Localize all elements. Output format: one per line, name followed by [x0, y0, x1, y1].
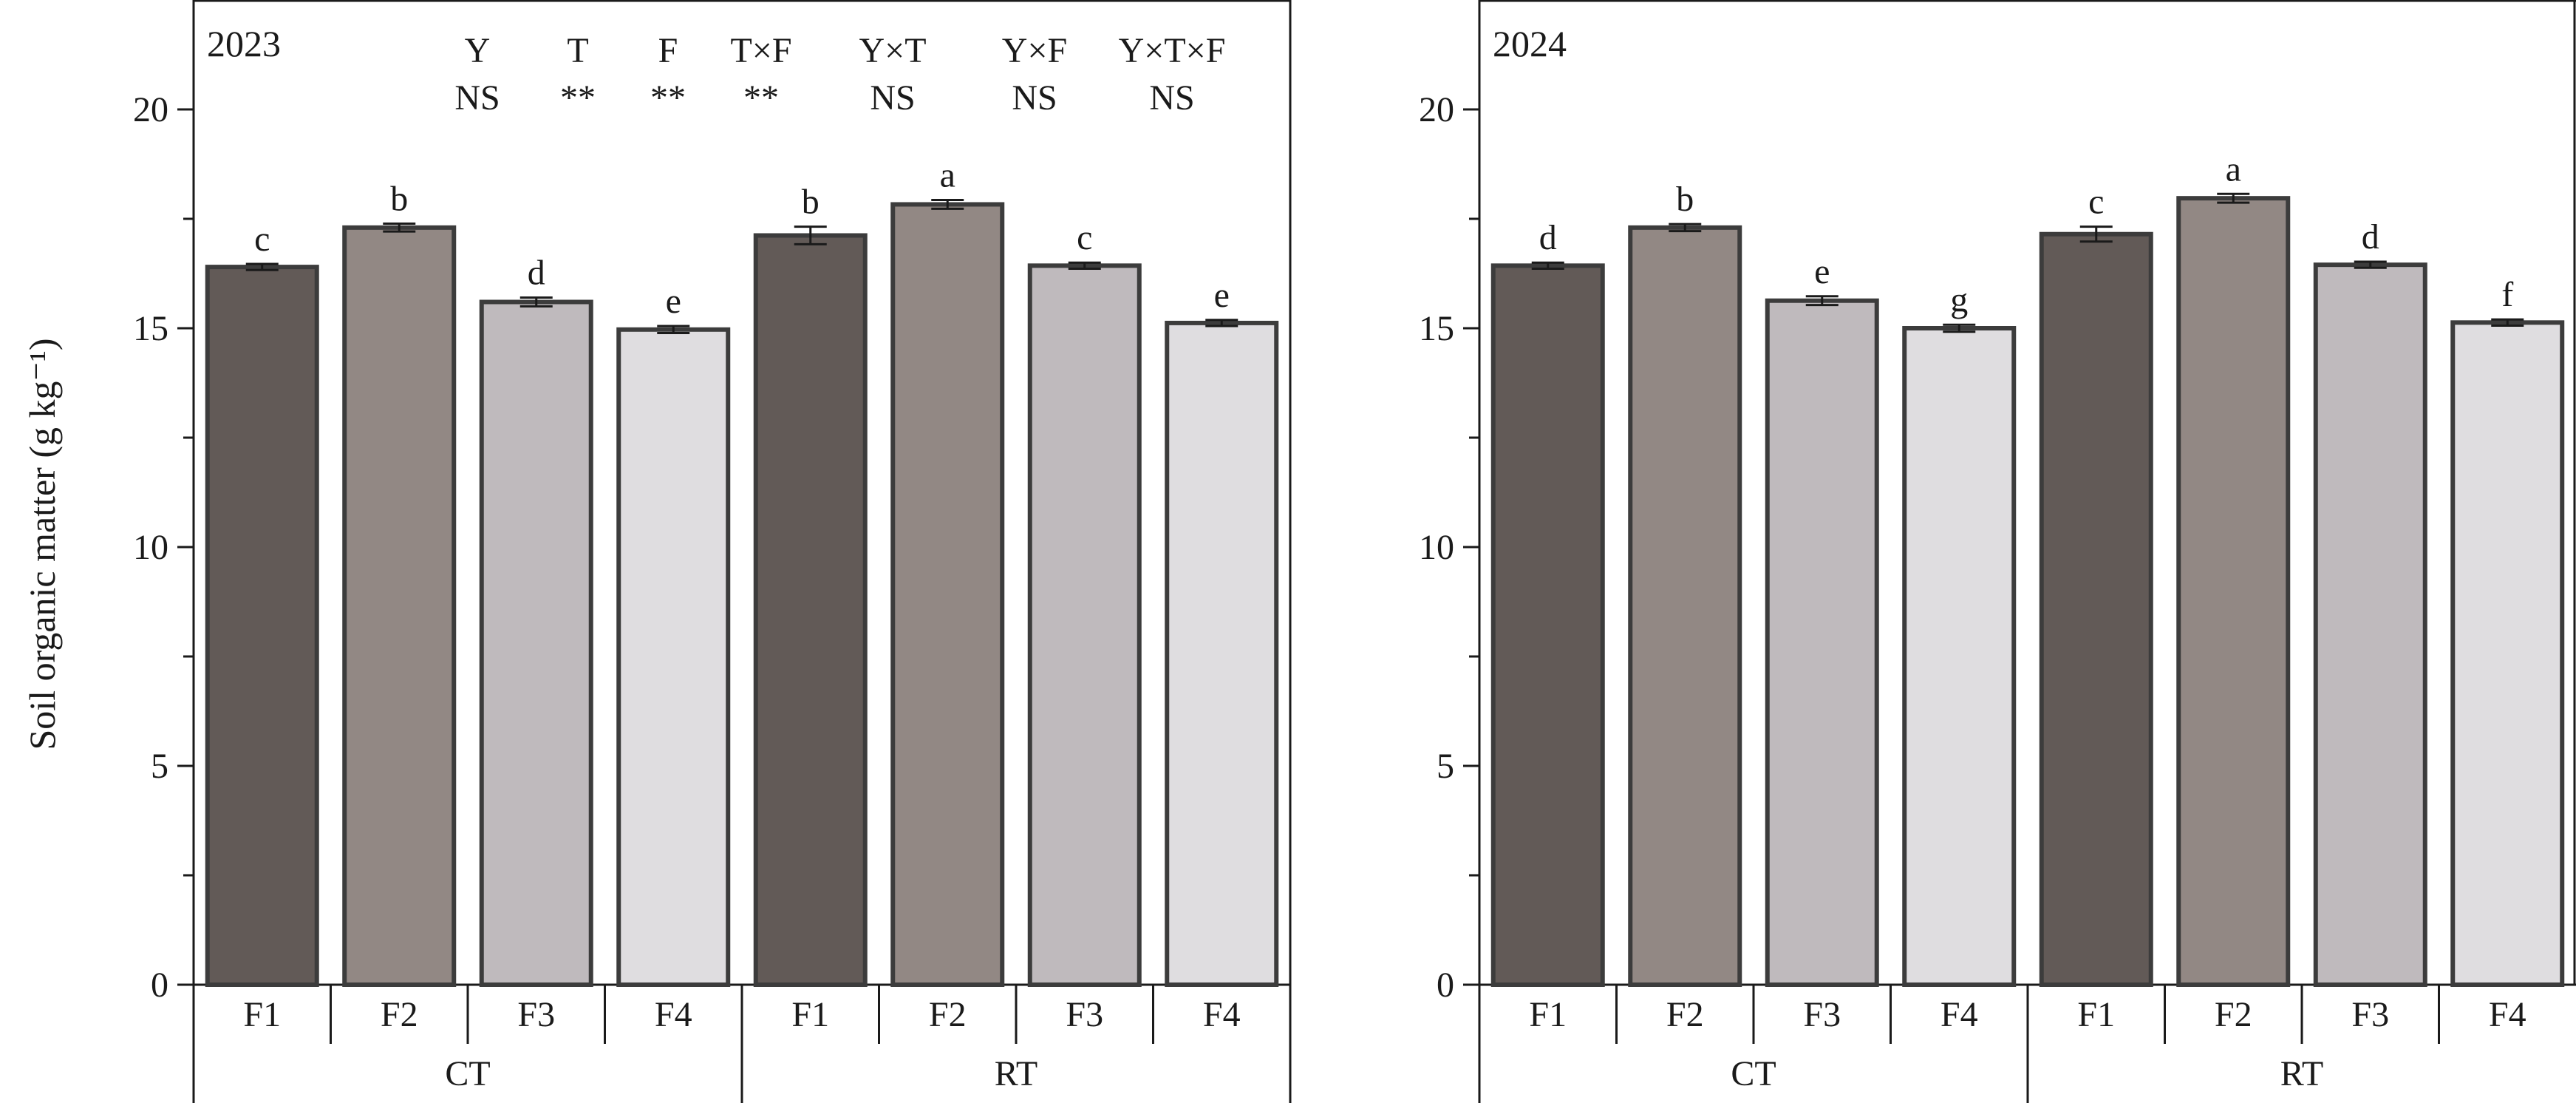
anova-factor-label: T: [567, 31, 588, 70]
x-category-label: F1: [791, 995, 829, 1034]
x-category-label: F2: [381, 995, 418, 1034]
anova-factor-label: F: [658, 31, 678, 70]
bar: [1165, 320, 1279, 987]
y-tick-label: 0: [151, 965, 168, 1005]
significance-letter: d: [528, 254, 545, 293]
bar: [2039, 231, 2153, 988]
panel-2023: 0 5 10 15 20 2023 c F1 b F2 d F3 e F4 b F1 a F2 c F3 e F4 CT RT…: [133, 0, 1292, 1103]
x-category-label: F1: [243, 995, 281, 1034]
y-tick-label: 15: [133, 309, 168, 348]
x-group-label: CT: [1731, 1054, 1776, 1093]
significance-letter: d: [2362, 217, 2379, 257]
bar: [2176, 196, 2291, 987]
y-axis-label: Soil organic matter (g kg⁻¹): [21, 338, 63, 750]
significance-letter: b: [802, 183, 820, 222]
significance-letter: a: [2226, 149, 2241, 189]
x-category-label: F3: [517, 995, 555, 1034]
x-group-label: RT: [2280, 1054, 2323, 1093]
bar: [753, 233, 868, 988]
significance-letter: e: [1214, 276, 1230, 315]
anova-significance-label: NS: [1012, 78, 1057, 118]
significance-letter: c: [254, 220, 270, 259]
x-category-label: F2: [929, 995, 967, 1034]
x-category-label: F4: [1203, 995, 1241, 1034]
bar: [479, 299, 593, 988]
x-category-label: F2: [1666, 995, 1704, 1034]
anova-factor-label: Y×T: [859, 31, 926, 70]
anova-factor-label: Y: [465, 31, 491, 70]
x-category-label: F3: [2351, 995, 2389, 1034]
bar: [1765, 298, 1879, 988]
panel-2024: 0 5 10 15 20 2024 d F1 b F2 e F3 g F4 c F1 a F2 d F3 f F4 CT RT: [1419, 0, 2576, 1103]
x-category-label: F4: [1940, 995, 1978, 1034]
significance-letter: a: [940, 156, 955, 195]
bar: [205, 265, 319, 987]
y-tick-label: 10: [133, 528, 168, 567]
anova-factor-label: Y×F: [1002, 31, 1067, 70]
significance-letter: e: [666, 282, 681, 321]
bar: [1490, 263, 1605, 987]
bar: [616, 327, 731, 987]
x-category-label: F2: [2215, 995, 2252, 1034]
anova-significance-label: NS: [1149, 78, 1194, 118]
x-category-label: F4: [2489, 995, 2526, 1034]
x-category-label: F1: [1529, 995, 1567, 1034]
significance-letter: c: [2088, 183, 2104, 222]
y-tick-label: 15: [1419, 309, 1454, 348]
significance-letter: b: [390, 180, 408, 219]
y-tick-label: 10: [1419, 528, 1454, 567]
x-group-label: CT: [445, 1054, 490, 1093]
y-tick-label: 20: [133, 90, 168, 129]
anova-significance-label: **: [743, 78, 779, 118]
y-tick-label: 5: [1437, 747, 1454, 786]
y-tick-label: 0: [1437, 965, 1454, 1005]
x-group-label: RT: [995, 1054, 1037, 1093]
significance-letter: c: [1077, 218, 1092, 257]
significance-letter: e: [1814, 252, 1830, 291]
anova-significance-label: **: [560, 78, 596, 118]
bar: [342, 225, 457, 988]
bar: [1027, 263, 1142, 987]
significance-letter: g: [1950, 280, 1968, 319]
anova-significance-label: NS: [870, 78, 915, 118]
anova-significance-label: NS: [454, 78, 500, 118]
x-category-label: F3: [1803, 995, 1841, 1034]
year-label: 2024: [1493, 23, 1567, 64]
bar: [1902, 326, 2017, 987]
anova-significance-label: **: [650, 78, 686, 118]
x-category-label: F3: [1066, 995, 1103, 1034]
bar: [2450, 320, 2565, 987]
bar: [2313, 262, 2427, 988]
y-tick-label: 20: [1419, 90, 1454, 129]
x-category-label: F1: [2077, 995, 2115, 1034]
year-label: 2023: [207, 23, 281, 64]
bar: [890, 202, 1005, 987]
significance-letter: f: [2501, 275, 2513, 314]
significance-letter: d: [1539, 218, 1557, 257]
bar: [1628, 225, 1742, 988]
y-tick-label: 5: [151, 747, 168, 786]
significance-letter: b: [1676, 180, 1694, 219]
anova-factor-label: Y×T×F: [1119, 31, 1226, 70]
x-category-label: F4: [655, 995, 692, 1034]
anova-factor-label: T×F: [730, 31, 791, 70]
